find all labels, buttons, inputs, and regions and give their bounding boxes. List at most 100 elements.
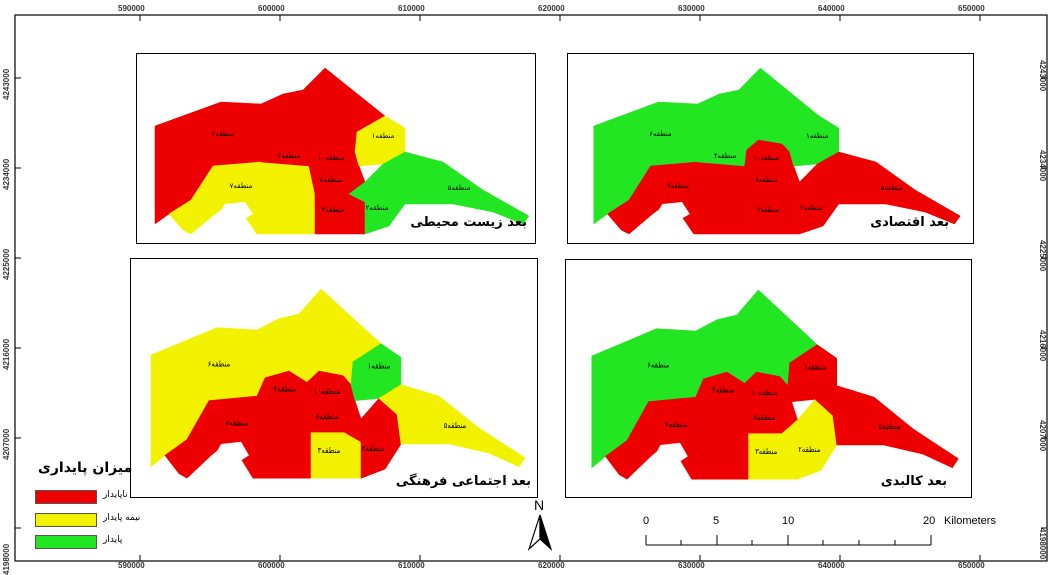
legend-label: پایدار: [103, 535, 123, 545]
y-coordinate-label: 4216000: [1038, 330, 1047, 362]
north-arrow-icon: [527, 514, 553, 551]
zone-label: منطقه۱۰: [318, 154, 345, 162]
zone-label: منطقه۸: [316, 411, 339, 421]
lake-hole: [650, 442, 688, 475]
north-letter: N: [534, 497, 545, 513]
zone-label: منطقه۶: [647, 360, 669, 370]
zones-layer: منطقه۶ منطقه۷ منطقه۴ منطقه۱۰ منطقه۱ منطقه۸ منط…: [150, 288, 526, 479]
y-coordinate-label: 4207000: [1038, 420, 1047, 452]
zone-label: منطقه۳: [318, 446, 341, 456]
x-coordinate-label: 620000: [538, 561, 565, 570]
y-coordinate-label: 4207000: [2, 428, 11, 460]
legend-label: نیمه پایدار: [103, 513, 141, 523]
zone-label: منطقه۲: [800, 204, 822, 212]
zone-label: منطقه۸: [755, 176, 777, 184]
environmental-map: منطقه۶ منطقه۷ منطقه۴ منطقه۱۰ منطقه۱ منطقه۸ منط…: [154, 67, 530, 235]
zone-label: منطقه۶: [212, 130, 235, 138]
x-coordinate-label: 600000: [258, 561, 285, 570]
y-coordinate-label: 4225000: [1038, 240, 1047, 272]
panel-title: بعد زیست محیطی: [410, 215, 527, 230]
physical-map: منطقه۶ منطقه۷ منطقه۴ منطقه۱۰ منطقه۱ منطقه۸ منط…: [591, 289, 959, 480]
scale-tick-label: 10: [782, 515, 795, 527]
zone-region-z5: [378, 384, 526, 468]
zone-label: منطقه۲: [798, 444, 820, 454]
panel-title: بعد اقتصادی: [870, 215, 949, 230]
zone-label: منطقه۷: [667, 182, 689, 190]
x-coordinate-label: 640000: [818, 4, 845, 13]
x-coordinate-label: 630000: [678, 561, 705, 570]
zone-region-z7: [168, 161, 316, 235]
zone-region-z3: [314, 193, 366, 235]
y-coordinate-label: 4225000: [2, 248, 11, 280]
zone-label: منطقه۴: [278, 152, 301, 160]
zone-label: منطقه۷: [230, 182, 253, 190]
map-panel-sociocultural: منطقه۶ منطقه۷ منطقه۴ منطقه۱۰ منطقه۱ منطقه۸ منط…: [130, 258, 538, 498]
zone-label: منطقه۱: [806, 132, 828, 140]
legend-swatch: [35, 490, 97, 504]
map-panel-physical: منطقه۶ منطقه۷ منطقه۴ منطقه۱۰ منطقه۱ منطقه۸ منط…: [565, 259, 972, 498]
zone-region-z3: [748, 433, 798, 480]
zone-label: منطقه۱: [368, 361, 391, 371]
zone-label: منطقه۶: [208, 359, 231, 369]
zone-region-z4: [695, 371, 745, 402]
y-coordinate-label: 4198000: [2, 543, 11, 575]
legend-title: میزان پایداری: [38, 460, 133, 476]
zone-label: منطقه۴: [714, 152, 736, 160]
zone-region-z7: [164, 395, 312, 479]
y-coordinate-label: 4216000: [2, 338, 11, 370]
zone-label: منطقه۷: [665, 419, 687, 429]
lake-hole: [215, 202, 253, 230]
zones-layer: منطقه۶ منطقه۷ منطقه۴ منطقه۱۰ منطقه۱ منطقه۸ منط…: [591, 289, 959, 480]
map-panel-economic: منطقه۶ منطقه۷ منطقه۴ منطقه۱۰ منطقه۱ منطقه۸ منط…: [567, 53, 974, 244]
zone-label: منطقه۶: [649, 130, 671, 138]
zone-region-z4: [260, 139, 312, 167]
panel-title: بعد اجتماعی فرهنگی: [395, 474, 531, 489]
zone-label: منطقه۳: [755, 447, 777, 457]
legend-swatch: [35, 535, 97, 549]
zone-label: منطقه۲: [362, 443, 385, 453]
map-panel-environmental: منطقه۶ منطقه۷ منطقه۴ منطقه۱۰ منطقه۱ منطقه۸ منط…: [136, 53, 536, 244]
zone-label: منطقه۵: [444, 421, 467, 431]
scale-tick-label: 20: [923, 515, 936, 527]
y-coordinate-label: 4198000: [1038, 528, 1047, 560]
y-coordinate-label: 4243000: [1038, 60, 1047, 92]
zone-region-z5: [816, 151, 961, 225]
zone-region-z3: [310, 432, 362, 479]
x-coordinate-label: 610000: [398, 4, 425, 13]
scale-tick-label: 0: [643, 515, 650, 527]
zone-label: منطقه۴: [274, 384, 297, 394]
legend-swatch: [35, 513, 97, 527]
scale-bar: 0 5 10 20 Kilometers: [640, 515, 1020, 555]
economic-map: منطقه۶ منطقه۷ منطقه۴ منطقه۱۰ منطقه۱ منطقه۸ منط…: [593, 67, 961, 235]
x-coordinate-label: 610000: [398, 561, 425, 570]
zone-label: منطقه۸: [753, 412, 775, 422]
zone-label: منطقه۵: [879, 422, 901, 432]
x-coordinate-label: 600000: [258, 4, 285, 13]
zone-region-z5: [814, 385, 959, 469]
lake-hole: [652, 202, 690, 230]
x-coordinate-label: 650000: [958, 4, 985, 13]
zone-label: منطقه۳: [322, 206, 345, 214]
zone-label: منطقه۴: [712, 385, 734, 395]
x-coordinate-label: 650000: [958, 561, 985, 570]
zone-label: منطقه۲: [366, 204, 389, 212]
x-coordinate-label: 620000: [538, 4, 565, 13]
y-coordinate-label: 4234000: [2, 158, 11, 190]
legend: میزان پایداری ناپایدار نیمه پایدار پایدا…: [30, 460, 160, 560]
x-coordinate-label: 590000: [118, 4, 145, 13]
y-coordinate-label: 4234000: [1038, 150, 1047, 182]
x-coordinate-label: 590000: [118, 561, 145, 570]
panel-title: بعد کالبدی: [880, 474, 947, 489]
zone-label: منطقه۱۰: [753, 154, 779, 162]
zone-label: منطقه۳: [757, 206, 779, 214]
scale-unit: Kilometers: [944, 515, 996, 527]
zone-label: منطقه۵: [881, 184, 903, 192]
zone-label: منطقه۷: [226, 418, 249, 428]
zone-label: منطقه۱۰: [314, 386, 340, 396]
x-coordinate-label: 640000: [818, 561, 845, 570]
sociocultural-map: منطقه۶ منطقه۷ منطقه۴ منطقه۱۰ منطقه۱ منطقه۸ منط…: [150, 288, 526, 479]
zone-region-z7: [607, 161, 751, 235]
zone-region-z4: [256, 370, 308, 401]
